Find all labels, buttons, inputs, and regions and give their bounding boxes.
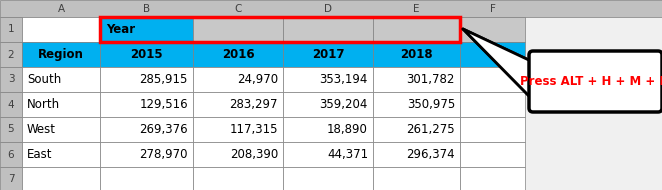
Text: 18,890: 18,890 bbox=[327, 123, 368, 136]
Text: D: D bbox=[324, 3, 332, 13]
Bar bbox=[193, 67, 283, 92]
Text: 24,970: 24,970 bbox=[237, 73, 278, 86]
Bar bbox=[0, 142, 22, 167]
Text: 261,275: 261,275 bbox=[406, 123, 455, 136]
Bar bbox=[373, 42, 460, 67]
Text: 2015: 2015 bbox=[130, 48, 163, 61]
Bar bbox=[193, 92, 283, 117]
Bar bbox=[373, 167, 460, 190]
Bar bbox=[460, 42, 525, 67]
Bar bbox=[283, 17, 373, 42]
Text: 44,371: 44,371 bbox=[327, 148, 368, 161]
Text: 4: 4 bbox=[8, 100, 15, 109]
Bar bbox=[0, 17, 22, 42]
Bar bbox=[283, 42, 373, 67]
Text: Press ALT + H + M + M: Press ALT + H + M + M bbox=[520, 75, 662, 88]
Bar bbox=[22, 117, 100, 142]
Bar bbox=[193, 42, 283, 67]
Bar bbox=[100, 117, 193, 142]
Text: 269,376: 269,376 bbox=[140, 123, 188, 136]
Text: 6: 6 bbox=[8, 150, 15, 159]
Bar bbox=[373, 92, 460, 117]
Text: Year: Year bbox=[106, 23, 135, 36]
Bar bbox=[460, 167, 525, 190]
Text: North: North bbox=[27, 98, 60, 111]
Bar bbox=[283, 92, 373, 117]
Bar bbox=[460, 117, 525, 142]
Text: 359,204: 359,204 bbox=[320, 98, 368, 111]
Polygon shape bbox=[463, 29, 533, 100]
Text: 208,390: 208,390 bbox=[230, 148, 278, 161]
Bar bbox=[0, 0, 662, 17]
Text: 7: 7 bbox=[8, 173, 15, 184]
Bar bbox=[0, 67, 22, 92]
Text: 2017: 2017 bbox=[312, 48, 344, 61]
Text: East: East bbox=[27, 148, 52, 161]
Bar bbox=[22, 167, 100, 190]
Text: West: West bbox=[27, 123, 56, 136]
Text: 2016: 2016 bbox=[222, 48, 254, 61]
FancyBboxPatch shape bbox=[529, 51, 662, 112]
Text: 129,516: 129,516 bbox=[140, 98, 188, 111]
Bar bbox=[22, 142, 100, 167]
Text: 2018: 2018 bbox=[401, 48, 433, 61]
Text: 117,315: 117,315 bbox=[230, 123, 278, 136]
Text: 1: 1 bbox=[8, 25, 15, 35]
Bar bbox=[373, 17, 460, 42]
Bar bbox=[100, 17, 193, 42]
Bar bbox=[100, 17, 460, 42]
Text: Region: Region bbox=[38, 48, 84, 61]
Bar bbox=[0, 42, 22, 67]
Bar bbox=[283, 67, 373, 92]
Bar bbox=[283, 167, 373, 190]
Text: 278,970: 278,970 bbox=[140, 148, 188, 161]
Bar bbox=[193, 17, 283, 42]
Bar bbox=[460, 17, 525, 42]
Bar bbox=[193, 167, 283, 190]
Bar bbox=[0, 92, 22, 117]
Bar bbox=[0, 117, 22, 142]
Bar bbox=[22, 92, 100, 117]
Text: 2: 2 bbox=[8, 50, 15, 59]
Bar bbox=[193, 142, 283, 167]
Text: 3: 3 bbox=[8, 74, 15, 85]
Text: 301,782: 301,782 bbox=[406, 73, 455, 86]
Text: B: B bbox=[143, 3, 150, 13]
Text: 5: 5 bbox=[8, 124, 15, 135]
Text: 283,297: 283,297 bbox=[230, 98, 278, 111]
Text: 353,194: 353,194 bbox=[320, 73, 368, 86]
Text: A: A bbox=[58, 3, 65, 13]
Bar bbox=[0, 167, 22, 190]
Bar bbox=[193, 117, 283, 142]
Bar bbox=[100, 92, 193, 117]
Text: 350,975: 350,975 bbox=[406, 98, 455, 111]
Bar bbox=[100, 67, 193, 92]
Bar bbox=[22, 17, 100, 42]
Text: E: E bbox=[413, 3, 420, 13]
Bar bbox=[283, 142, 373, 167]
Bar bbox=[373, 67, 460, 92]
Bar bbox=[283, 117, 373, 142]
Bar bbox=[460, 92, 525, 117]
Bar bbox=[460, 67, 525, 92]
Text: 296,374: 296,374 bbox=[406, 148, 455, 161]
Bar bbox=[22, 67, 100, 92]
Text: C: C bbox=[234, 3, 242, 13]
Bar bbox=[373, 117, 460, 142]
Bar bbox=[373, 142, 460, 167]
Bar bbox=[460, 142, 525, 167]
Text: South: South bbox=[27, 73, 62, 86]
Bar bbox=[100, 167, 193, 190]
Bar bbox=[22, 42, 100, 67]
Text: F: F bbox=[490, 3, 495, 13]
Text: 285,915: 285,915 bbox=[140, 73, 188, 86]
Bar bbox=[100, 42, 193, 67]
Bar bbox=[100, 142, 193, 167]
